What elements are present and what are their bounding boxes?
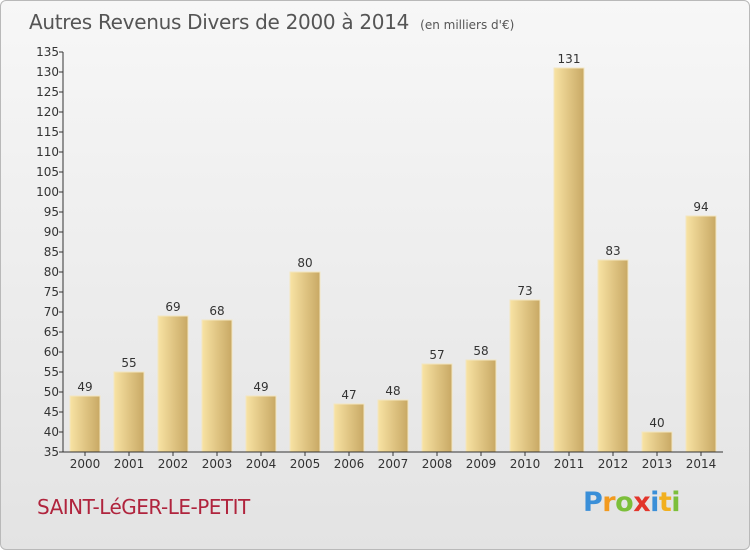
logo-letter: i [650,487,659,518]
y-tick-label: 50 [44,385,59,399]
logo-letter: i [671,487,681,518]
logo-letter: x [633,487,651,518]
y-tick-label: 75 [44,285,59,299]
data-label: 49 [77,380,92,394]
y-tick-label: 55 [44,365,59,379]
y-tick-label: 125 [36,85,59,99]
title-row: Autres Revenus Divers de 2000 à 2014 (en… [29,10,514,34]
y-tick-label: 105 [36,165,59,179]
bar-2004 [245,395,277,453]
bar-2013 [641,431,673,453]
data-label: 68 [209,304,224,318]
bar-2003 [201,319,233,453]
data-label: 80 [297,256,312,270]
y-tick-label: 35 [44,445,59,459]
y-tick-label: 70 [44,305,59,319]
y-tick-label: 40 [44,425,59,439]
data-label: 48 [385,384,400,398]
y-tick-label: 80 [44,265,59,279]
data-label: 83 [605,244,620,258]
y-tick-label: 65 [44,325,59,339]
data-label: 49 [253,380,268,394]
logo-letter: P [583,487,603,518]
data-label: 58 [473,344,488,358]
data-label: 94 [693,200,708,214]
bar-2002 [157,315,189,453]
x-tick-label: 2013 [642,457,673,471]
x-tick-label: 2012 [598,457,629,471]
y-tick-label: 115 [36,125,59,139]
x-tick-label: 2000 [70,457,101,471]
location-name: SAINT-LéGER-LE-PETIT [37,495,250,519]
data-label: 69 [165,300,180,314]
proxiti-logo[interactable]: Proxiti [583,487,681,518]
y-tick-label: 130 [36,65,59,79]
x-tick-label: 2004 [246,457,277,471]
bar-2007 [377,399,409,453]
bar-2011 [553,67,585,453]
x-tick-label: 2014 [686,457,717,471]
bar-2005 [289,271,321,453]
data-label: 131 [558,52,581,66]
bar-2001 [113,371,145,453]
logo-letter: o [615,487,634,518]
x-tick-label: 2007 [378,457,409,471]
bar-2010 [509,299,541,453]
y-axis: 35 40 45 50 55 60 65 70 75 80 85 90 95 100 105 110 115 12… [36,45,64,459]
data-label: 73 [517,284,532,298]
x-tick-label: 2006 [334,457,365,471]
y-tick-label: 90 [44,225,59,239]
bar-2006 [333,403,365,453]
x-tick-label: 2011 [554,457,585,471]
x-tick-label: 2003 [202,457,233,471]
data-label: 57 [429,348,444,362]
bar-2009 [465,359,497,453]
bar-2012 [597,259,629,453]
bar-2014 [685,215,717,453]
x-axis: 2000 2001 2002 2003 2004 2005 2006 2007 2008 2009… [63,451,723,471]
y-tick-label: 110 [36,145,59,159]
bars: 49 55 69 68 49 80 47 48 57 58 73 131 83 40 94 [69,52,717,453]
y-tick-label: 100 [36,185,59,199]
y-tick-label: 45 [44,405,59,419]
logo-letter: r [602,487,616,518]
x-tick-label: 2009 [466,457,497,471]
bar-2008 [421,363,453,453]
logo-letter: t [658,487,672,518]
y-tick-label: 135 [36,45,59,59]
bar-2000 [69,395,101,453]
chart-subtitle: (en milliers d'€) [420,18,515,32]
x-tick-label: 2008 [422,457,453,471]
chart-title: Autres Revenus Divers de 2000 à 2014 [29,10,410,34]
y-tick-label: 120 [36,105,59,119]
x-tick-label: 2005 [290,457,321,471]
data-label: 55 [121,356,136,370]
x-tick-label: 2001 [114,457,145,471]
y-tick-label: 95 [44,205,59,219]
data-label: 47 [341,388,356,402]
y-tick-label: 85 [44,245,59,259]
x-tick-label: 2002 [158,457,189,471]
data-label: 40 [649,416,664,430]
y-tick-label: 60 [44,345,59,359]
x-tick-label: 2010 [510,457,541,471]
